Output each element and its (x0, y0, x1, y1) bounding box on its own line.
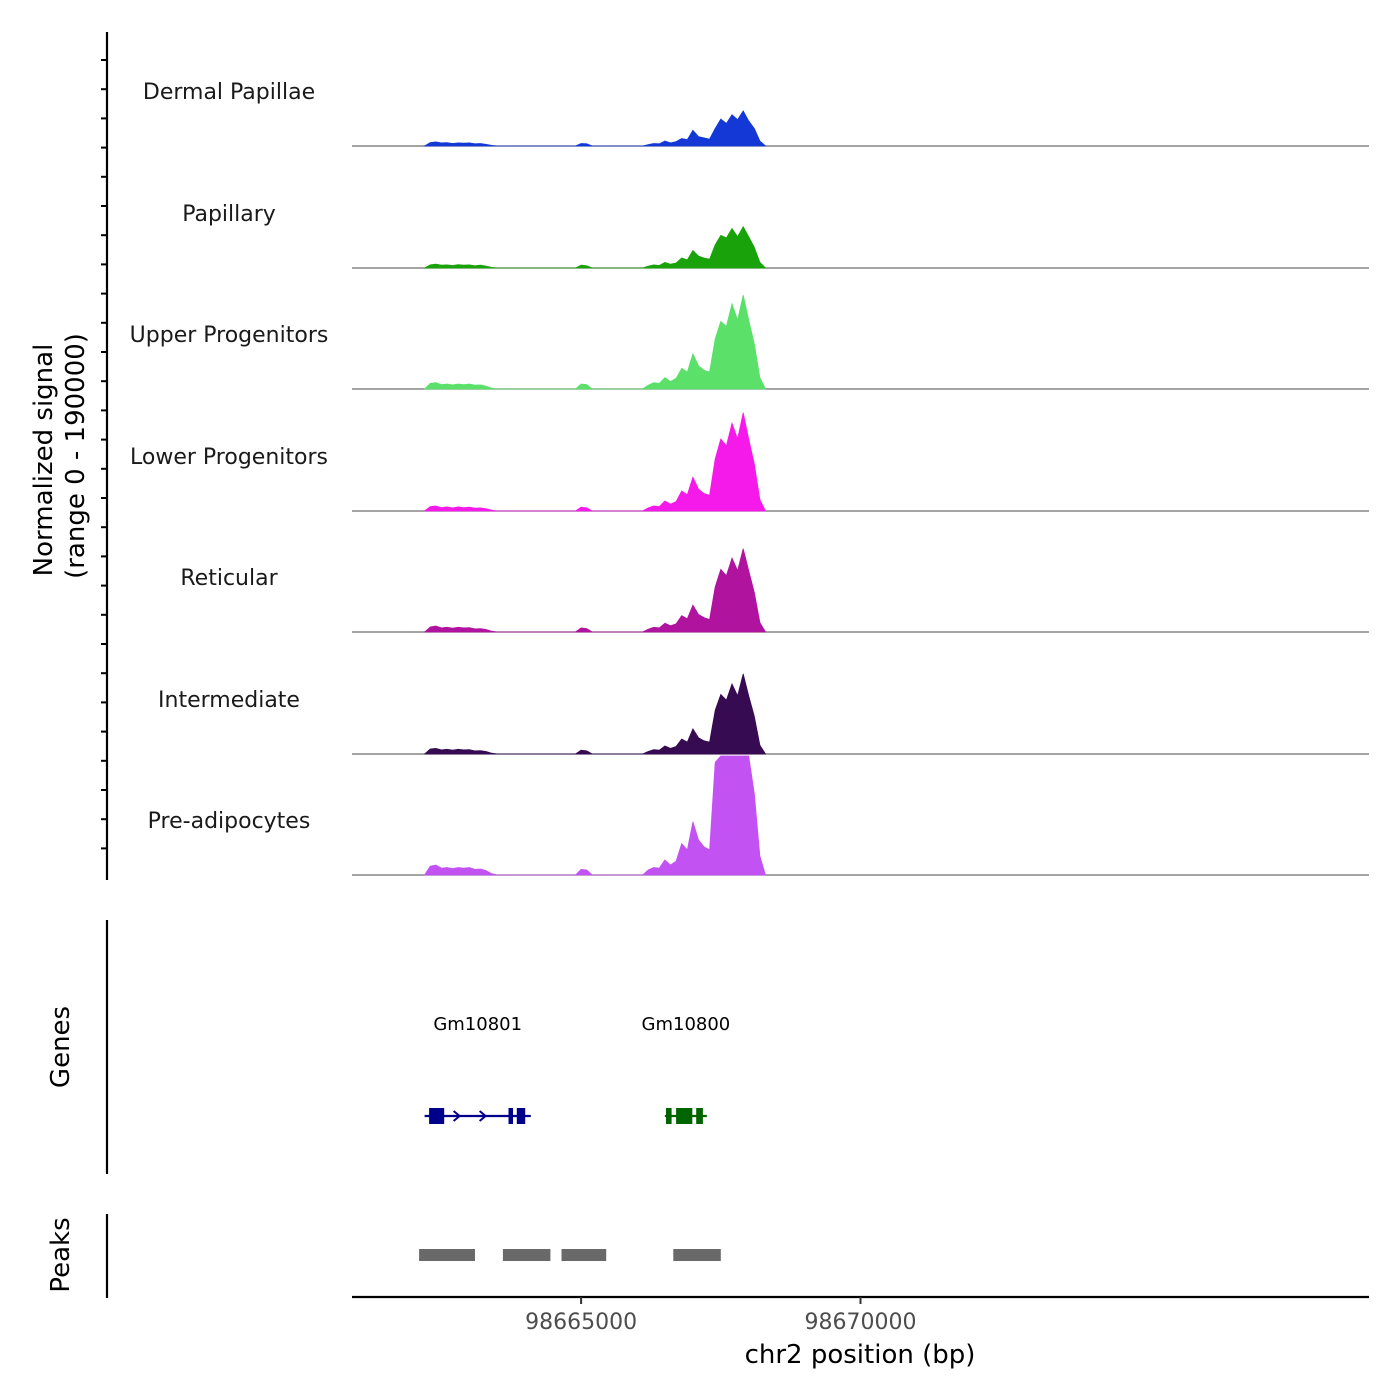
track-label: Lower Progenitors (130, 445, 328, 470)
x-axis-ticks: 98665000 98670000 (525, 1297, 916, 1335)
signal-area-reticular (423, 548, 767, 633)
gene-label: Gm10801 (433, 1014, 522, 1035)
signal-area-upper-progenitors (423, 295, 767, 390)
gene-exon (516, 1108, 526, 1124)
gene-gm10800: Gm10800 (642, 1014, 731, 1124)
track-papillary: Papillary (182, 202, 1369, 269)
track-label: Upper Progenitors (130, 323, 329, 348)
track-intermediate: Intermediate (158, 673, 1369, 755)
y-axis-title: Normalized signal (29, 344, 59, 577)
gene-exon (666, 1108, 672, 1124)
signal-area-lower-progenitors (423, 412, 767, 512)
signal-tracks: Dermal Papillae Papillary Upper Progenitor… (130, 80, 1369, 876)
y-axis-range: (range 0 - 190000) (61, 333, 91, 579)
gene-exon (429, 1108, 445, 1124)
strand-arrow (478, 1110, 488, 1122)
peak (561, 1249, 607, 1261)
peak (502, 1249, 551, 1261)
signal-area-dermal-papillae (423, 110, 767, 147)
x-axis-title: chr2 position (bp) (745, 1340, 976, 1370)
signal-area-papillary (423, 225, 767, 269)
track-label: Reticular (180, 566, 278, 591)
gene-exon (696, 1108, 703, 1124)
peak (419, 1249, 475, 1261)
track-label: Dermal Papillae (143, 80, 315, 105)
genes-axis-title: Genes (46, 1006, 76, 1088)
peaks-axis-title: Peaks (46, 1217, 76, 1292)
gene-exon (508, 1108, 513, 1124)
x-tick-label: 98665000 (525, 1310, 637, 1335)
gene-exon (676, 1108, 693, 1124)
track-upper-progenitors: Upper Progenitors (130, 295, 1369, 390)
track-pre-adipocytes: Pre-adipocytes (148, 755, 1369, 876)
strand-arrow (452, 1110, 462, 1122)
gene-track: Gm10801 Gm10800 (424, 1014, 731, 1124)
track-reticular: Reticular (180, 548, 1369, 633)
peak (673, 1249, 721, 1261)
track-lower-progenitors: Lower Progenitors (130, 412, 1369, 512)
track-dermal-papillae: Dermal Papillae (143, 80, 1369, 147)
signal-y-ticks (101, 59, 107, 850)
signal-area-pre-adipocytes (423, 755, 767, 876)
track-label: Papillary (182, 202, 276, 227)
peak-track (419, 1249, 721, 1261)
track-label: Pre-adipocytes (148, 809, 311, 834)
gene-label: Gm10800 (642, 1014, 731, 1035)
gene-gm10801: Gm10801 (424, 1014, 531, 1124)
signal-area-intermediate (423, 673, 767, 755)
x-tick-label: 98670000 (805, 1310, 917, 1335)
track-label: Intermediate (158, 688, 300, 713)
